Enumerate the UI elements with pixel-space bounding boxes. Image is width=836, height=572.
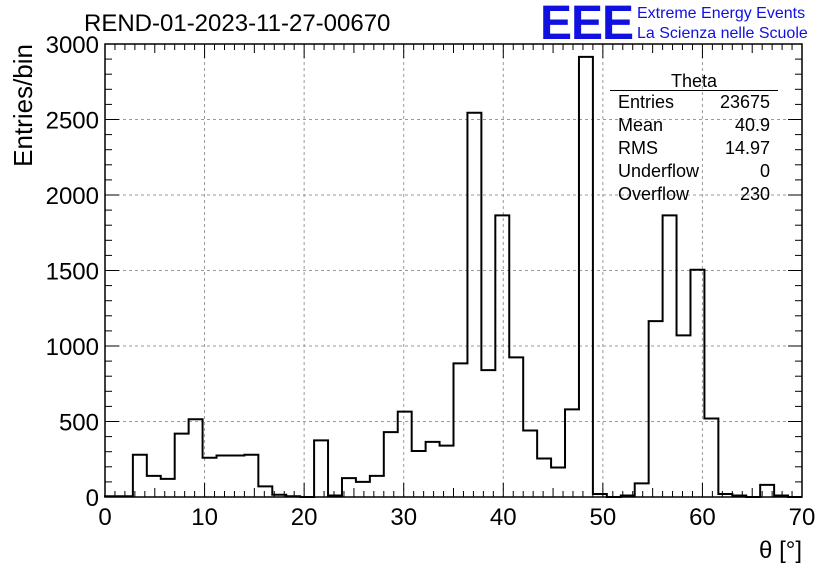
logo-caption: Extreme Energy Events La Scienza nelle S… <box>637 4 808 44</box>
x-tick-label: 50 <box>590 504 617 531</box>
x-tick-label: 0 <box>98 504 111 531</box>
stats-label: Mean <box>618 115 664 135</box>
x-axis-ticks: 0 10 20 30 40 50 60 70 <box>98 44 815 531</box>
x-tick-label: 70 <box>789 504 816 531</box>
stats-label: Overflow <box>618 184 690 204</box>
y-axis-label: Entries/bin <box>8 44 38 167</box>
stats-row-entries: Entries 23675 <box>610 91 778 114</box>
stats-value: 0 <box>759 161 770 181</box>
stats-value: 23675 <box>719 92 770 112</box>
y-tick-label: 1000 <box>46 334 99 361</box>
stats-label: RMS <box>618 138 658 158</box>
stats-row-underflow: Underflow 0 <box>610 160 778 183</box>
x-tick-label: 40 <box>490 504 517 531</box>
y-axis-ticks: 0 500 1000 1500 2000 2500 3000 <box>46 32 802 512</box>
stats-label: Underflow <box>618 161 700 181</box>
eee-logo: EEE <box>540 0 634 50</box>
y-tick-label: 0 <box>86 485 99 512</box>
y-tick-label: 2000 <box>46 183 99 210</box>
y-tick-label: 3000 <box>46 32 99 59</box>
y-tick-label: 500 <box>59 410 99 437</box>
stats-box-title: Theta <box>610 72 778 91</box>
x-tick-label: 30 <box>390 504 417 531</box>
stats-value: 40.9 <box>734 115 770 135</box>
stats-label: Entries <box>618 92 675 112</box>
stats-value: 14.97 <box>724 138 770 158</box>
logo-line-2: La Scienza nelle Scuole <box>637 25 808 42</box>
stats-box: Theta Entries 23675 Mean 40.9 RMS 14.97 … <box>610 72 778 206</box>
x-tick-label: 60 <box>689 504 716 531</box>
chart-title: REND-01-2023-11-27-00670 <box>84 10 391 37</box>
y-tick-label: 1500 <box>46 259 99 286</box>
stats-row-rms: RMS 14.97 <box>610 137 778 160</box>
x-tick-label: 20 <box>291 504 318 531</box>
y-tick-label: 2500 <box>46 108 99 135</box>
histogram-step-line <box>104 55 802 498</box>
stats-row-mean: Mean 40.9 <box>610 114 778 137</box>
stats-row-overflow: Overflow 230 <box>610 183 778 206</box>
x-tick-label: 10 <box>191 504 218 531</box>
logo-line-1: Extreme Energy Events <box>637 5 806 22</box>
stats-value: 230 <box>739 184 770 204</box>
x-axis-label: θ [°] <box>759 537 802 564</box>
